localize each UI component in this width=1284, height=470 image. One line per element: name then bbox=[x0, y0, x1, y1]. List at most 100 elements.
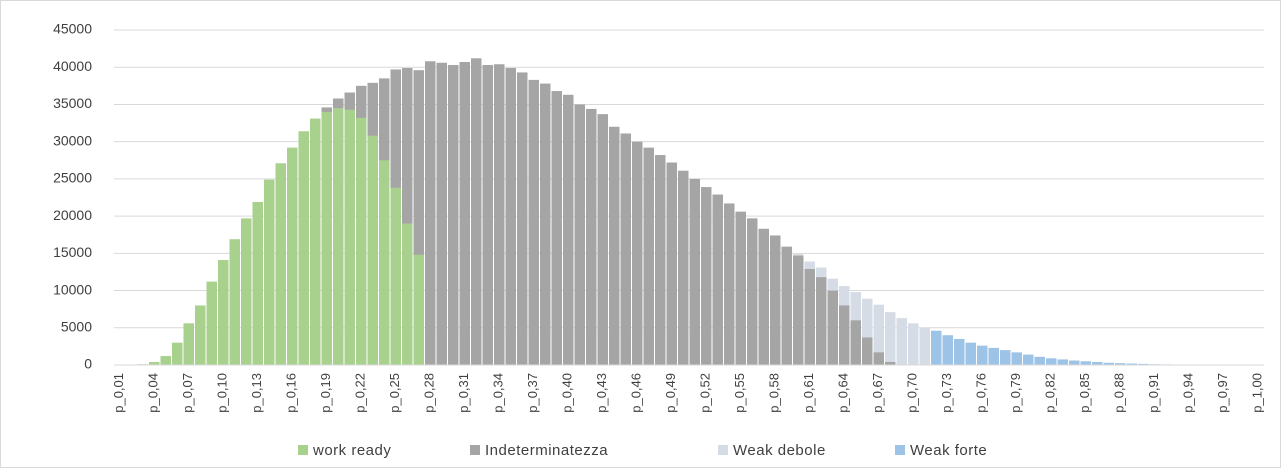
x-tick-label: p_0,16 bbox=[284, 373, 299, 413]
bar bbox=[287, 147, 298, 365]
bar bbox=[574, 104, 585, 365]
bar bbox=[1034, 356, 1045, 365]
bar bbox=[666, 162, 677, 365]
bar bbox=[919, 327, 930, 365]
x-tick-label: p_0,49 bbox=[663, 373, 678, 413]
bar bbox=[942, 335, 953, 365]
bar bbox=[252, 201, 263, 365]
legend-swatch bbox=[298, 445, 308, 455]
x-tick-label: p_0,76 bbox=[974, 373, 989, 413]
bar bbox=[183, 323, 194, 365]
bar bbox=[517, 72, 528, 365]
y-tick-label: 10000 bbox=[53, 281, 92, 297]
bar bbox=[1138, 363, 1149, 365]
bar bbox=[356, 117, 367, 365]
bar bbox=[804, 268, 815, 365]
bar bbox=[195, 305, 206, 365]
x-tick-label: p_0,91 bbox=[1146, 373, 1161, 413]
x-tick-label: p_0,01 bbox=[111, 373, 126, 413]
bar bbox=[586, 108, 597, 366]
bar bbox=[425, 61, 436, 366]
x-tick-label: p_1,00 bbox=[1250, 373, 1265, 413]
x-tick-label: p_0,55 bbox=[732, 373, 747, 413]
bar bbox=[413, 70, 424, 365]
bar bbox=[206, 281, 217, 365]
y-tick-label: 40000 bbox=[53, 58, 92, 74]
bar bbox=[827, 290, 838, 365]
x-tick-label: p_0,04 bbox=[146, 373, 161, 413]
bar bbox=[724, 203, 735, 365]
bar bbox=[862, 298, 873, 365]
bar bbox=[597, 114, 608, 365]
x-tick-label: p_0,64 bbox=[836, 373, 851, 413]
legend-swatch bbox=[718, 445, 728, 455]
bar bbox=[781, 246, 792, 365]
bar bbox=[471, 58, 482, 366]
y-tick-label: 0 bbox=[84, 356, 92, 372]
bar bbox=[643, 147, 654, 365]
bar bbox=[390, 187, 401, 365]
bar bbox=[160, 356, 171, 365]
bar bbox=[735, 211, 746, 365]
bar bbox=[770, 235, 781, 365]
bar bbox=[402, 223, 413, 365]
bar bbox=[1000, 350, 1011, 365]
bar bbox=[264, 179, 275, 365]
x-tick-label: p_0,67 bbox=[870, 373, 885, 413]
bar bbox=[701, 187, 712, 365]
y-tick-label: 25000 bbox=[53, 170, 92, 186]
x-tick-label: p_0,52 bbox=[698, 373, 713, 413]
bar bbox=[1103, 362, 1114, 365]
bar bbox=[689, 178, 700, 365]
bar bbox=[885, 362, 896, 365]
x-tick-label: p_0,97 bbox=[1215, 373, 1230, 413]
bar bbox=[321, 111, 332, 365]
x-tick-label: p_0,73 bbox=[939, 373, 954, 413]
y-tick-label: 30000 bbox=[53, 132, 92, 148]
bar bbox=[1115, 363, 1126, 365]
bar bbox=[977, 345, 988, 365]
x-tick-label: p_0,37 bbox=[525, 373, 540, 413]
x-tick-label: p_0,10 bbox=[215, 373, 230, 413]
bar bbox=[839, 305, 850, 365]
x-tick-label: p_0,94 bbox=[1181, 373, 1196, 413]
x-tick-label: p_0,07 bbox=[180, 373, 195, 413]
bar bbox=[1092, 362, 1103, 365]
x-tick-label: p_0,31 bbox=[456, 373, 471, 413]
bar bbox=[459, 62, 470, 366]
x-tick-label: p_0,22 bbox=[353, 373, 368, 413]
bar bbox=[1126, 363, 1137, 365]
bar bbox=[885, 312, 896, 365]
x-tick-label: p_0,28 bbox=[422, 373, 437, 413]
bar bbox=[241, 218, 252, 365]
x-tick-label: p_0,19 bbox=[318, 373, 333, 413]
bar bbox=[931, 330, 942, 365]
bar bbox=[873, 304, 884, 365]
bar bbox=[482, 64, 493, 365]
x-tick-label: p_0,58 bbox=[767, 373, 782, 413]
bar bbox=[310, 118, 321, 365]
bar bbox=[551, 91, 562, 366]
bar bbox=[816, 277, 827, 365]
bar bbox=[655, 155, 666, 365]
bar bbox=[678, 170, 689, 365]
x-tick-label: p_0,61 bbox=[801, 373, 816, 413]
bar bbox=[1069, 360, 1080, 365]
bar bbox=[632, 141, 643, 365]
legend-swatch bbox=[470, 445, 480, 455]
bar bbox=[1011, 352, 1022, 365]
x-tick-label: p_0,43 bbox=[594, 373, 609, 413]
bar bbox=[954, 338, 965, 365]
bar bbox=[908, 323, 919, 365]
bar bbox=[229, 239, 240, 365]
bar bbox=[505, 67, 516, 365]
legend-label: Weak forte bbox=[910, 442, 987, 459]
bar bbox=[896, 318, 907, 365]
bar bbox=[436, 62, 447, 365]
x-tick-label: p_0,40 bbox=[560, 373, 575, 413]
y-tick-label: 15000 bbox=[53, 244, 92, 260]
x-tick-label: p_0,82 bbox=[1043, 373, 1058, 413]
bar bbox=[862, 337, 873, 365]
bar bbox=[218, 260, 229, 365]
